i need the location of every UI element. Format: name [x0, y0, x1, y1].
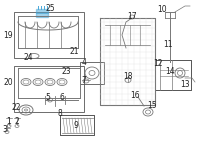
Text: 4: 4	[82, 57, 86, 66]
Text: 19: 19	[3, 30, 13, 40]
Bar	[36, 9, 48, 17]
Bar	[80, 62, 104, 84]
Text: 5: 5	[46, 92, 50, 101]
Bar	[60, 115, 94, 135]
Text: 7: 7	[82, 76, 86, 85]
Text: 21: 21	[69, 46, 79, 56]
Text: 24: 24	[23, 52, 33, 61]
Text: 17: 17	[127, 11, 137, 20]
Bar	[14, 66, 84, 112]
Text: 8: 8	[58, 110, 62, 118]
Text: 10: 10	[157, 5, 167, 14]
Bar	[155, 60, 191, 90]
Bar	[60, 115, 94, 135]
Text: 16: 16	[130, 91, 140, 100]
Bar	[155, 60, 191, 90]
Text: 13: 13	[180, 80, 190, 88]
Text: 2: 2	[15, 117, 19, 127]
Text: 22: 22	[11, 103, 21, 112]
Text: 15: 15	[147, 101, 157, 111]
Text: 18: 18	[123, 71, 133, 81]
Text: 9: 9	[74, 122, 78, 131]
Text: 3: 3	[3, 126, 7, 135]
Text: 14: 14	[165, 66, 175, 76]
Text: 25: 25	[45, 4, 55, 12]
Text: 20: 20	[3, 77, 13, 86]
Text: 12: 12	[153, 59, 163, 67]
Text: 11: 11	[163, 40, 173, 49]
Text: 23: 23	[61, 66, 71, 76]
Text: 1: 1	[7, 117, 11, 127]
Bar	[14, 12, 84, 58]
Text: 6: 6	[60, 92, 64, 101]
